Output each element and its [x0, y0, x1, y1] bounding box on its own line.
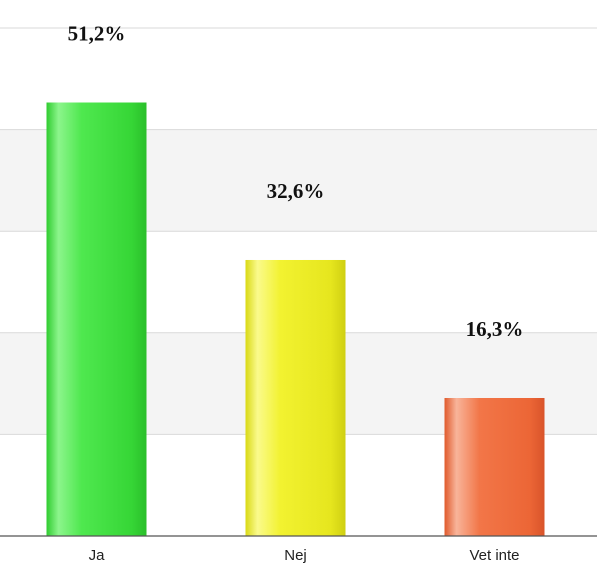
value-labels: 51,2% 32,6% 16,3%	[68, 22, 524, 341]
category-labels: Ja Nej Vet inte	[89, 547, 520, 564]
value-label-ja: 51,2%	[68, 22, 126, 46]
bars	[46, 102, 545, 537]
value-label-vet-inte: 16,3%	[466, 317, 524, 341]
bar-vet-inte	[444, 397, 545, 536]
bar-nej	[245, 259, 346, 536]
bar-ja	[46, 102, 147, 537]
value-label-nej: 32,6%	[267, 179, 325, 203]
category-label-ja: Ja	[89, 547, 106, 564]
category-label-nej: Nej	[284, 547, 307, 564]
category-label-vet-inte: Vet inte	[469, 547, 519, 564]
